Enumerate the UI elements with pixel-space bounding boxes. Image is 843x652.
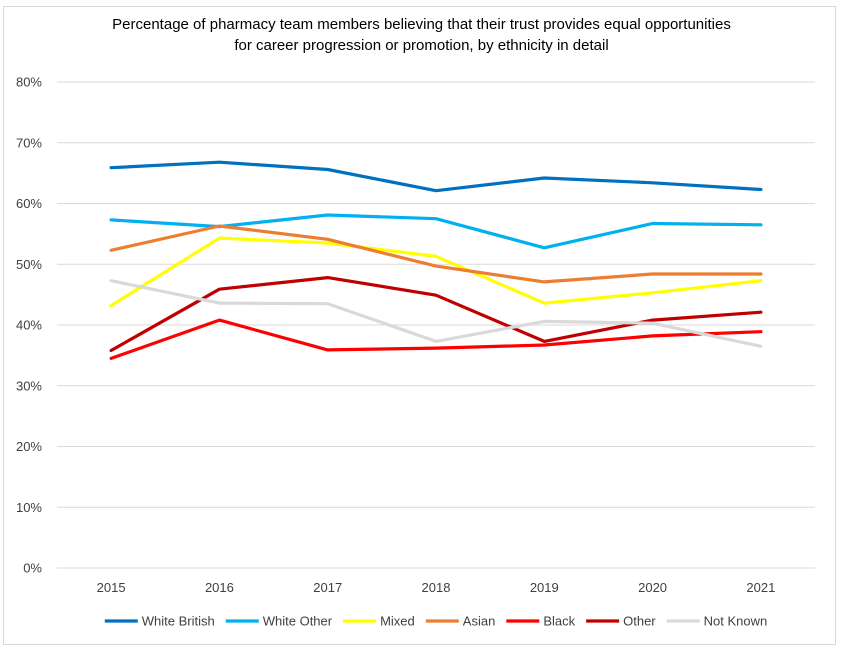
legend-item-other: Other (586, 614, 656, 629)
legend-label: Black (543, 614, 575, 629)
y-tick-label: 30% (16, 378, 42, 393)
legend-label: White British (142, 614, 215, 629)
y-tick-label: 10% (16, 500, 42, 515)
series-line-other (109, 276, 763, 353)
series-line-white-other (109, 213, 763, 250)
legend-item-asian: Asian (425, 614, 496, 629)
legend-label: Mixed (380, 614, 415, 629)
y-tick-label: 20% (16, 439, 42, 454)
x-tick-label: 2019 (530, 580, 559, 595)
x-tick-label: 2021 (746, 580, 775, 595)
y-tick-label: 80% (16, 75, 42, 90)
gridlines (57, 81, 815, 569)
legend-label: Asian (463, 614, 496, 629)
legend-label: Not Known (704, 614, 768, 629)
legend-item-white-british: White British (104, 614, 215, 629)
x-tick-label: 2017 (313, 580, 342, 595)
x-tick-label: 2018 (422, 580, 451, 595)
series-line-mixed (109, 236, 763, 308)
legend-label: Other (623, 614, 656, 629)
legend: White British White Other Mixed Asian Black O… (104, 614, 768, 629)
series-line-black (109, 318, 763, 360)
legend-item-black: Black (506, 614, 576, 629)
x-axis-tick-labels: 2015 2016 2017 2018 2019 2020 2021 (97, 580, 776, 595)
chart-title-line-2: for career progression or promotion, by … (234, 37, 609, 54)
legend-label: White Other (263, 614, 333, 629)
chart-title: Percentage of pharmacy team members beli… (0, 14, 843, 56)
legend-item-white-other: White Other (225, 614, 333, 629)
chart-title-line-1: Percentage of pharmacy team members beli… (112, 16, 731, 33)
series-line-white-british (109, 160, 763, 193)
y-tick-label: 60% (16, 196, 42, 211)
legend-item-mixed: Mixed (343, 614, 415, 629)
series-line-not-known (109, 279, 763, 348)
x-tick-label: 2016 (205, 580, 234, 595)
y-tick-label: 70% (16, 135, 42, 150)
x-tick-label: 2020 (638, 580, 667, 595)
series-lines (109, 160, 763, 360)
x-tick-label: 2015 (97, 580, 126, 595)
series-line-asian (109, 224, 763, 284)
legend-item-not-known: Not Known (666, 614, 768, 629)
y-tick-label: 40% (16, 318, 42, 333)
y-axis-tick-labels: 0% 10% 20% 30% 40% 50% 60% 70% 80% (16, 75, 42, 576)
y-tick-label: 0% (23, 561, 42, 576)
y-tick-label: 50% (16, 257, 42, 272)
